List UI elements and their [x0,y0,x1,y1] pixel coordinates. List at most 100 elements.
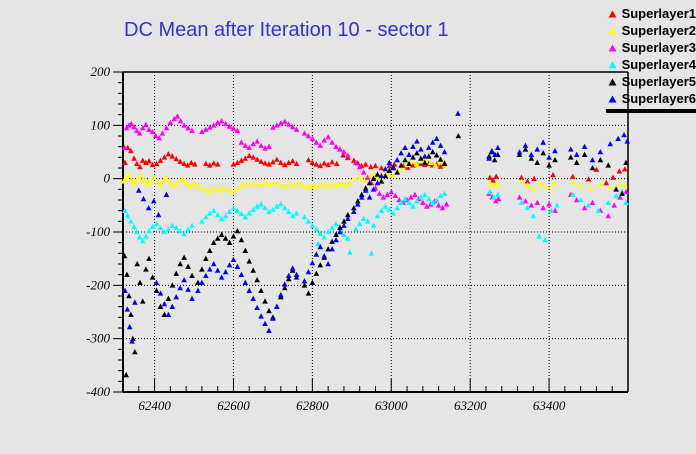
data-point [530,185,537,191]
data-point [285,159,292,165]
data-point [405,164,411,170]
data-point [301,214,308,220]
data-point [181,160,187,167]
data-point [378,207,385,213]
data-point [189,127,195,133]
data-point [189,272,195,279]
data-point [278,159,284,165]
data-point [131,155,137,161]
x-tick-label: 63000 [375,398,408,413]
data-point [542,237,548,243]
data-point [305,218,312,224]
y-tick-label: 0 [104,171,111,186]
data-point [281,285,288,291]
data-point [518,178,525,185]
data-point [309,259,316,266]
data-point [441,149,448,155]
data-point [603,179,610,186]
data-point [552,207,558,213]
data-point [281,118,288,124]
data-point [537,181,544,187]
data-point [341,222,347,228]
data-point [425,153,432,159]
data-point [540,205,546,211]
data-point [123,174,129,180]
series-superlayer6 [122,110,631,344]
data-point [195,279,201,285]
data-point [414,150,420,156]
data-point [262,298,268,304]
data-point [567,154,574,160]
data-point [122,207,128,213]
data-point [329,159,335,165]
data-point [165,311,172,317]
data-point [128,218,134,224]
data-point [352,226,359,232]
data-point [340,152,346,158]
data-point [250,141,256,147]
data-point [577,197,584,203]
data-point [189,295,195,301]
data-point [266,307,272,314]
data-point [305,133,312,139]
data-point [219,184,226,191]
data-point [386,167,393,173]
data-point [540,139,546,145]
data-point [524,178,531,184]
data-point [136,234,143,240]
data-point [433,135,440,141]
data-point [337,224,343,231]
data-point [262,179,268,185]
data-point [524,182,531,188]
data-point [406,151,412,157]
data-point [145,205,152,211]
data-point [281,161,288,168]
data-point [195,183,202,189]
data-point [242,279,249,285]
data-point [333,231,339,237]
data-point [250,154,256,160]
data-point [380,194,387,200]
data-point [140,195,147,202]
data-point [362,187,369,193]
data-point [163,175,170,181]
data-point [293,160,300,167]
data-point [181,254,187,260]
data-point [266,327,272,333]
data-point [374,179,381,186]
data-point [179,175,185,181]
legend-item-label: Superlayer3 [621,40,696,55]
data-point [382,173,389,179]
superlayer4-marker-icon [606,61,619,69]
data-point [224,186,230,193]
data-point [378,165,385,171]
data-point [126,293,132,299]
data-point [382,203,389,209]
data-point [301,130,308,136]
data-point [367,163,374,170]
data-point [229,189,235,195]
data-point [333,143,339,149]
data-point [167,179,174,185]
data-point [406,160,412,167]
data-point [382,166,389,172]
data-point [293,274,300,280]
data-point [490,177,496,183]
data-point [230,125,237,131]
data-point [573,159,580,165]
data-point [522,142,529,148]
data-point [309,279,316,285]
data-point [354,198,361,204]
data-point [210,185,216,191]
data-point [147,177,154,183]
data-point [181,122,187,128]
data-point [157,182,163,188]
data-point [262,160,268,166]
data-point [123,371,129,378]
data-point [410,154,416,160]
data-point [597,157,604,163]
data-point [274,122,280,128]
data-point [437,159,444,165]
data-point [266,181,273,187]
data-point [429,199,436,205]
